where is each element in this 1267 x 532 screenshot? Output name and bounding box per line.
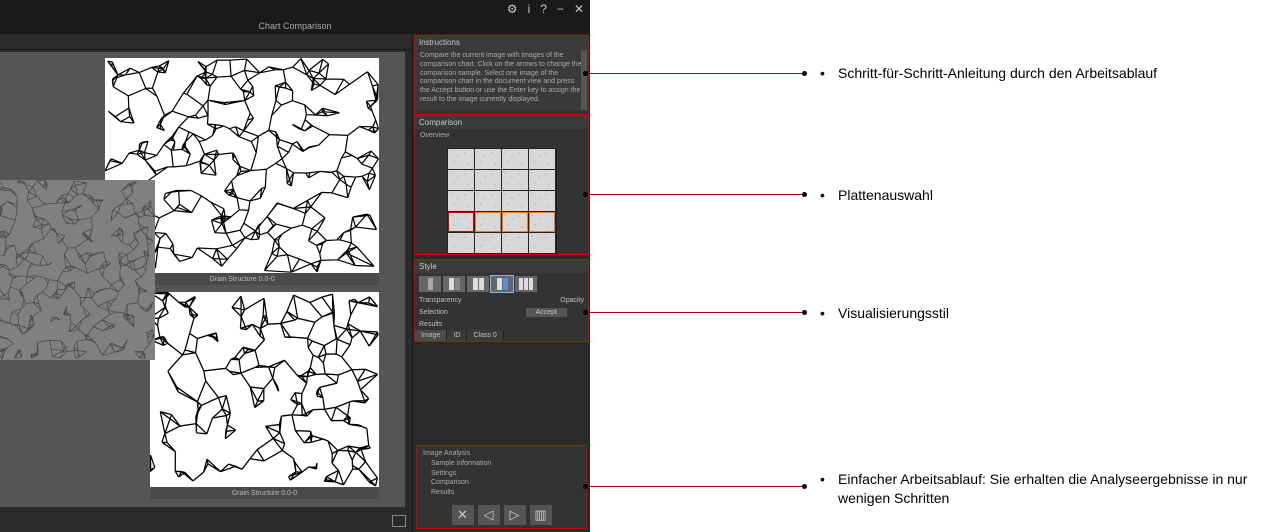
view-mode-icon[interactable] xyxy=(392,515,406,527)
comparison-cell[interactable] xyxy=(502,149,528,169)
style-swatch[interactable] xyxy=(515,276,537,292)
opacity-label: Opacity xyxy=(560,297,584,304)
comparison-cell[interactable] xyxy=(448,149,474,169)
app-window: ⚙ i ? − ✕ Chart Comparison 👁 + Grain Str… xyxy=(0,0,590,532)
comparison-cell[interactable] xyxy=(529,149,555,169)
gear-icon[interactable]: ⚙ xyxy=(507,2,518,16)
canvas-area[interactable]: Grain Structure 0.0-0 Grain Structure 0.… xyxy=(0,52,405,507)
selection-label: Selection xyxy=(419,309,448,316)
annotation-visualization-style: Visualisierungsstil xyxy=(838,304,949,323)
section-header: Instructions xyxy=(415,36,588,49)
style-swatch[interactable] xyxy=(419,276,441,292)
comparison-cell[interactable] xyxy=(448,212,474,232)
workflow-step[interactable]: Settings xyxy=(423,469,580,479)
texture-panel-overlay[interactable] xyxy=(0,180,155,360)
tab-id[interactable]: ID xyxy=(447,330,467,341)
texture-caption: Grain Structure 0.0-0 xyxy=(150,487,379,499)
minimize-icon[interactable]: − xyxy=(557,2,564,16)
comparison-cell[interactable] xyxy=(529,191,555,211)
voronoi-texture-icon xyxy=(0,180,155,360)
annotation-plate-selection: Plattenauswahl xyxy=(838,186,933,205)
comparison-cell[interactable] xyxy=(475,149,501,169)
instructions-section: Instructions Compare the current image w… xyxy=(415,36,588,114)
annotation-instructions: Schritt-für-Schritt-Anleitung durch den … xyxy=(838,64,1157,83)
comparison-cell[interactable] xyxy=(448,233,474,253)
comparison-cell[interactable] xyxy=(502,233,528,253)
comparison-cell[interactable] xyxy=(529,233,555,253)
instructions-text: Compare the current image with images of… xyxy=(415,49,588,111)
callout-line xyxy=(586,194,804,195)
callout-line xyxy=(586,312,804,313)
results-label: Results xyxy=(419,321,442,328)
window-subtitle: Chart Comparison xyxy=(0,18,590,34)
voronoi-texture-icon xyxy=(150,292,379,487)
style-swatch[interactable] xyxy=(467,276,489,292)
info-icon[interactable]: i xyxy=(528,2,531,16)
comparison-section: Comparison Overview xyxy=(415,116,588,254)
workflow-step[interactable]: Comparison xyxy=(423,478,580,488)
texture-panel-bottom[interactable]: Grain Structure 0.0-0 xyxy=(150,292,379,487)
comparison-cell[interactable] xyxy=(475,233,501,253)
annotation-workflow: Einfacher Arbeitsablauf: Sie erhalten di… xyxy=(838,470,1267,508)
workflow-tree-root: Image Analysis xyxy=(423,450,470,457)
section-header: Style xyxy=(415,260,588,273)
workflow-section: Image Analysis Sample information Settin… xyxy=(417,446,586,528)
workflow-forward-button[interactable]: ▷ xyxy=(504,505,526,525)
style-swatch[interactable] xyxy=(491,276,513,292)
comparison-cell[interactable] xyxy=(475,212,501,232)
help-icon[interactable]: ? xyxy=(540,2,547,16)
workflow-chart-button[interactable]: ▥ xyxy=(530,505,552,525)
workflow-back-button[interactable]: ◁ xyxy=(478,505,500,525)
style-swatch[interactable] xyxy=(443,276,465,292)
tab-class[interactable]: Class 0 xyxy=(467,330,503,341)
transparency-label: Transparency xyxy=(419,297,462,304)
style-swatches xyxy=(415,273,588,295)
comparison-cell[interactable] xyxy=(502,170,528,190)
workflow-close-button[interactable]: ✕ xyxy=(452,505,474,525)
callout-line xyxy=(586,73,804,74)
comparison-grid xyxy=(447,148,557,254)
workflow-step[interactable]: Sample information xyxy=(423,459,580,469)
comparison-cell[interactable] xyxy=(475,191,501,211)
comparison-cell[interactable] xyxy=(529,170,555,190)
results-tabs: Image ID Class 0 xyxy=(415,330,588,341)
comparison-sublabel: Overview xyxy=(415,129,588,144)
comparison-cell[interactable] xyxy=(448,191,474,211)
workflow-buttons: ✕ ◁ ▷ ▥ xyxy=(417,501,586,527)
canvas-footer xyxy=(0,510,412,532)
comparison-cell[interactable] xyxy=(502,191,528,211)
section-header: Comparison xyxy=(415,116,588,129)
tab-image[interactable]: Image xyxy=(415,330,447,341)
comparison-cell[interactable] xyxy=(502,212,528,232)
titlebar: ⚙ i ? − ✕ xyxy=(0,0,590,18)
side-panel: Instructions Compare the current image w… xyxy=(412,34,590,532)
comparison-cell[interactable] xyxy=(448,170,474,190)
style-section: Style Transparency Opacity Selection Acc… xyxy=(415,260,588,341)
comparison-cell[interactable] xyxy=(529,212,555,232)
callout-line xyxy=(586,486,804,487)
comparison-cell[interactable] xyxy=(475,170,501,190)
workflow-step[interactable]: Results xyxy=(423,488,580,498)
accept-button[interactable]: Accept xyxy=(526,308,567,317)
close-icon[interactable]: ✕ xyxy=(574,2,584,16)
workflow-tree: Image Analysis Sample information Settin… xyxy=(417,446,586,501)
